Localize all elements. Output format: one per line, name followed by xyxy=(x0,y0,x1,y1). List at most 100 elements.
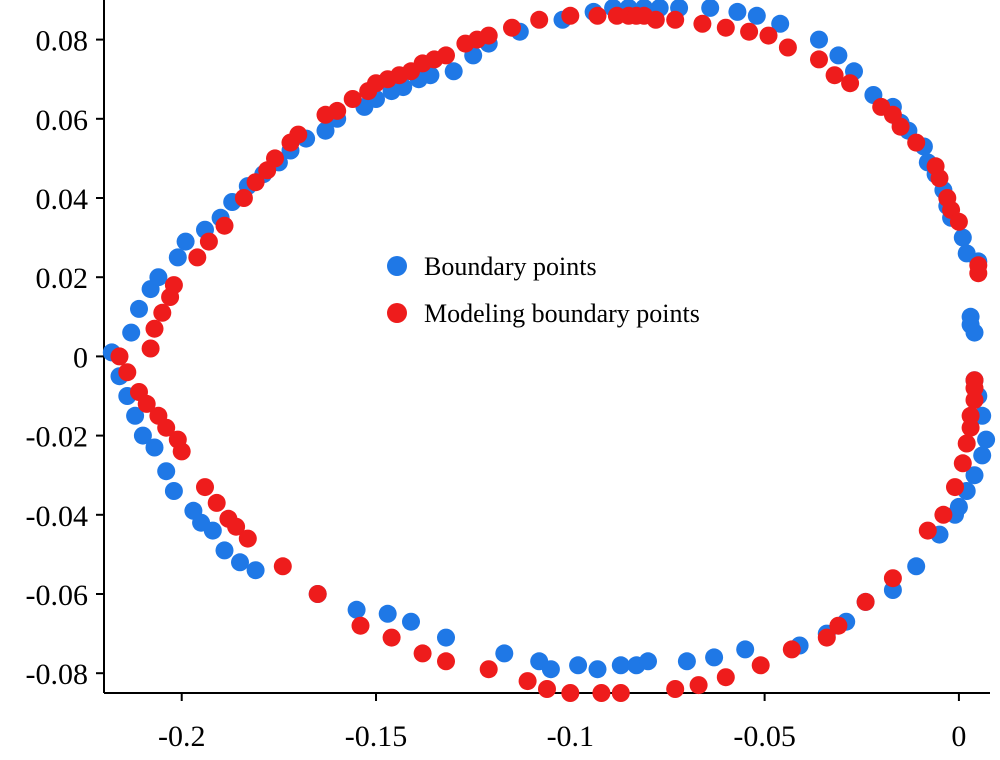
boundary-point xyxy=(495,644,514,663)
boundary-point xyxy=(176,232,195,251)
boundary-point xyxy=(402,612,420,631)
modeling-point xyxy=(479,26,498,45)
legend-marker-modeling xyxy=(387,303,407,323)
modeling-point xyxy=(196,478,214,497)
legend: Boundary points Modeling boundary points xyxy=(387,252,700,328)
modeling-point xyxy=(343,90,362,108)
x-ticks: -0.2 -0.15 -0.1 -0.05 0 xyxy=(158,693,966,753)
modeling-point xyxy=(891,117,910,136)
modeling-point xyxy=(110,347,129,366)
modeling-point xyxy=(164,276,183,295)
modeling-point xyxy=(188,248,207,267)
boundary-point xyxy=(541,660,560,679)
y-tick-label: 0.04 xyxy=(36,183,89,216)
modeling-point xyxy=(965,371,984,390)
modeling-point xyxy=(588,6,607,25)
modeling-point xyxy=(829,616,848,635)
boundary-point xyxy=(728,2,747,21)
modeling-point xyxy=(238,529,257,548)
modeling-point xyxy=(841,74,860,93)
modeling-point xyxy=(957,434,976,453)
boundary-point xyxy=(246,561,265,580)
modeling-point xyxy=(246,173,265,192)
modeling-point xyxy=(778,38,797,57)
legend-item-modeling: Modeling boundary points xyxy=(387,299,700,328)
legend-label-boundary: Boundary points xyxy=(424,252,597,281)
modeling-point xyxy=(437,652,455,671)
x-tick-label: -0.15 xyxy=(345,720,408,753)
modeling-point xyxy=(530,10,549,29)
boundary-point xyxy=(977,430,996,449)
modeling-point xyxy=(716,18,735,37)
modeling-point xyxy=(145,319,164,338)
y-tick-label: 0 xyxy=(73,341,88,374)
y-ticks: 0.08 0.06 0.04 0.02 0 -0.02 -0.04 -0.06 -0.08 xyxy=(26,25,104,691)
boundary-point xyxy=(444,62,463,81)
modeling-point xyxy=(646,10,665,29)
modeling-point xyxy=(561,684,580,702)
boundary-point xyxy=(965,466,984,485)
modeling-point xyxy=(611,684,630,702)
boundary-point xyxy=(437,628,455,647)
modeling-point xyxy=(666,10,685,29)
modeling-point xyxy=(328,101,347,120)
boundary-point xyxy=(677,652,696,671)
modeling-point xyxy=(437,46,455,65)
x-tick-label: 0 xyxy=(951,720,966,753)
boundary-point xyxy=(130,299,148,318)
boundary-point xyxy=(164,482,183,500)
boundary-point xyxy=(149,268,168,287)
modeling-point xyxy=(561,6,580,25)
modeling-point xyxy=(118,363,137,382)
boundary-point xyxy=(569,656,588,675)
modeling-point xyxy=(782,640,801,659)
modeling-point xyxy=(141,339,160,358)
boundary-point xyxy=(215,541,234,560)
modeling-point xyxy=(810,50,828,69)
modeling-point xyxy=(930,169,949,188)
series-boundary xyxy=(102,0,996,679)
modeling-point xyxy=(961,406,980,425)
boundary-point xyxy=(126,406,145,425)
modeling-point xyxy=(946,478,964,497)
boundary-point xyxy=(203,521,222,540)
boundary-point xyxy=(949,497,968,516)
boundary-point xyxy=(736,640,755,659)
series-layer xyxy=(102,0,996,702)
boundary-point xyxy=(157,462,176,481)
boundary-point xyxy=(705,648,724,667)
boundary-point xyxy=(378,604,397,623)
modeling-point xyxy=(751,656,770,675)
boundary-point xyxy=(316,121,335,140)
modeling-point xyxy=(934,505,953,524)
boundary-point xyxy=(347,600,366,619)
modeling-point xyxy=(518,672,537,691)
y-tick-label: -0.02 xyxy=(26,421,89,454)
boundary-point xyxy=(829,46,848,65)
modeling-point xyxy=(740,22,759,41)
modeling-point xyxy=(199,232,218,251)
modeling-point xyxy=(266,149,284,168)
modeling-point xyxy=(759,26,778,45)
modeling-point xyxy=(503,18,521,37)
boundary-point xyxy=(122,323,141,342)
modeling-point xyxy=(689,676,708,695)
modeling-point xyxy=(883,569,902,588)
boundary-point xyxy=(611,656,630,675)
legend-label-modeling: Modeling boundary points xyxy=(424,299,700,328)
x-tick-label: -0.05 xyxy=(733,720,796,753)
modeling-point xyxy=(137,394,156,413)
modeling-point xyxy=(207,493,226,512)
modeling-point xyxy=(856,592,875,611)
modeling-point xyxy=(716,668,735,687)
boundary-point xyxy=(701,0,720,17)
legend-item-boundary: Boundary points xyxy=(387,252,597,281)
modeling-point xyxy=(666,680,685,698)
modeling-point xyxy=(413,644,432,663)
modeling-point xyxy=(227,517,246,536)
modeling-point xyxy=(538,680,556,698)
modeling-point xyxy=(907,133,926,152)
modeling-point xyxy=(825,66,844,85)
boundary-point xyxy=(747,6,766,25)
modeling-point xyxy=(351,616,370,635)
